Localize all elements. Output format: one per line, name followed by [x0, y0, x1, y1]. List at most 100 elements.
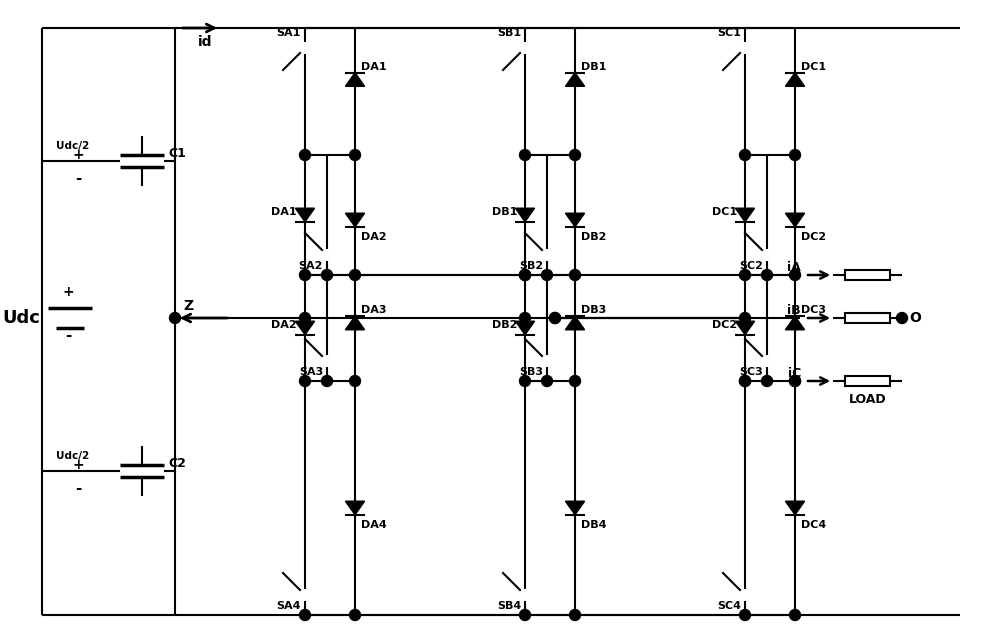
Polygon shape: [735, 208, 755, 222]
Circle shape: [300, 149, 310, 161]
Circle shape: [520, 270, 530, 280]
Circle shape: [740, 375, 750, 387]
Text: SB4: SB4: [497, 601, 521, 611]
Circle shape: [570, 270, 580, 280]
Text: DC2: DC2: [712, 320, 737, 330]
Text: DA1: DA1: [361, 61, 387, 72]
Text: DA2: DA2: [361, 232, 387, 242]
Circle shape: [762, 356, 772, 366]
Circle shape: [790, 610, 800, 620]
Circle shape: [520, 375, 530, 387]
Text: DC1: DC1: [801, 61, 826, 72]
Circle shape: [790, 375, 800, 387]
Polygon shape: [565, 501, 585, 515]
Text: DC1: DC1: [712, 207, 737, 217]
Circle shape: [896, 313, 908, 323]
Circle shape: [520, 590, 530, 600]
Text: DA1: DA1: [271, 207, 297, 217]
Polygon shape: [345, 501, 365, 515]
Text: C1: C1: [168, 147, 186, 160]
Polygon shape: [785, 501, 805, 515]
Circle shape: [740, 375, 750, 387]
Text: +: +: [72, 148, 84, 162]
Text: iB: iB: [787, 304, 801, 317]
Polygon shape: [345, 213, 365, 227]
Text: SC1: SC1: [717, 28, 741, 38]
Text: Udc/2: Udc/2: [56, 141, 89, 151]
Circle shape: [520, 313, 530, 323]
Circle shape: [322, 356, 332, 366]
Circle shape: [550, 313, 560, 323]
Polygon shape: [785, 213, 805, 227]
Circle shape: [300, 610, 310, 620]
Text: DB4: DB4: [581, 520, 606, 530]
Circle shape: [542, 356, 552, 366]
Text: iC: iC: [788, 367, 801, 380]
Text: -: -: [75, 481, 81, 496]
Circle shape: [170, 313, 180, 323]
Polygon shape: [735, 321, 755, 335]
Circle shape: [350, 610, 360, 620]
Circle shape: [762, 270, 772, 280]
Text: DB2: DB2: [492, 320, 517, 330]
Text: DA3: DA3: [361, 305, 386, 315]
Text: DB3: DB3: [581, 305, 606, 315]
Text: iA: iA: [787, 261, 801, 274]
Circle shape: [350, 270, 360, 280]
Circle shape: [542, 270, 552, 280]
Circle shape: [740, 313, 750, 323]
Circle shape: [570, 610, 580, 620]
Text: SA3: SA3: [299, 367, 323, 377]
Circle shape: [300, 270, 310, 280]
Circle shape: [520, 149, 530, 161]
Circle shape: [762, 250, 772, 260]
Text: DB1: DB1: [492, 207, 517, 217]
Text: Udc: Udc: [2, 309, 40, 327]
Polygon shape: [565, 213, 585, 227]
Text: Z: Z: [183, 299, 193, 313]
Circle shape: [762, 375, 772, 387]
Circle shape: [520, 610, 530, 620]
Text: SC2: SC2: [739, 261, 763, 271]
Text: -: -: [65, 328, 71, 343]
Circle shape: [350, 375, 360, 387]
Polygon shape: [345, 316, 365, 330]
Circle shape: [520, 270, 530, 280]
Bar: [845, 376, 890, 386]
Circle shape: [570, 375, 580, 387]
Text: DC4: DC4: [801, 520, 826, 530]
Circle shape: [790, 375, 800, 387]
Text: DB1: DB1: [581, 61, 606, 72]
Text: DB2: DB2: [581, 232, 606, 242]
Circle shape: [570, 149, 580, 161]
Polygon shape: [515, 321, 535, 335]
Text: SC3: SC3: [739, 367, 763, 377]
Text: +: +: [72, 458, 84, 472]
Bar: [845, 270, 890, 280]
Text: SB2: SB2: [519, 261, 543, 271]
Text: DA4: DA4: [361, 520, 387, 530]
Text: SA1: SA1: [277, 28, 301, 38]
Polygon shape: [785, 73, 805, 86]
Text: DC3: DC3: [801, 305, 826, 315]
Circle shape: [300, 590, 310, 600]
Text: Udc/2: Udc/2: [56, 451, 89, 461]
Polygon shape: [515, 208, 535, 222]
Circle shape: [322, 250, 332, 260]
Circle shape: [790, 270, 800, 280]
Circle shape: [740, 610, 750, 620]
Circle shape: [300, 375, 310, 387]
Bar: [845, 313, 890, 323]
Text: DC2: DC2: [801, 232, 826, 242]
Text: SB3: SB3: [519, 367, 543, 377]
Text: SA4: SA4: [276, 601, 301, 611]
Circle shape: [740, 43, 750, 53]
Polygon shape: [345, 73, 365, 86]
Text: SA2: SA2: [299, 261, 323, 271]
Circle shape: [550, 313, 560, 323]
Text: LOAD: LOAD: [849, 393, 886, 406]
Circle shape: [740, 149, 750, 161]
Text: O: O: [909, 311, 921, 325]
Circle shape: [740, 590, 750, 600]
Text: SB1: SB1: [497, 28, 521, 38]
